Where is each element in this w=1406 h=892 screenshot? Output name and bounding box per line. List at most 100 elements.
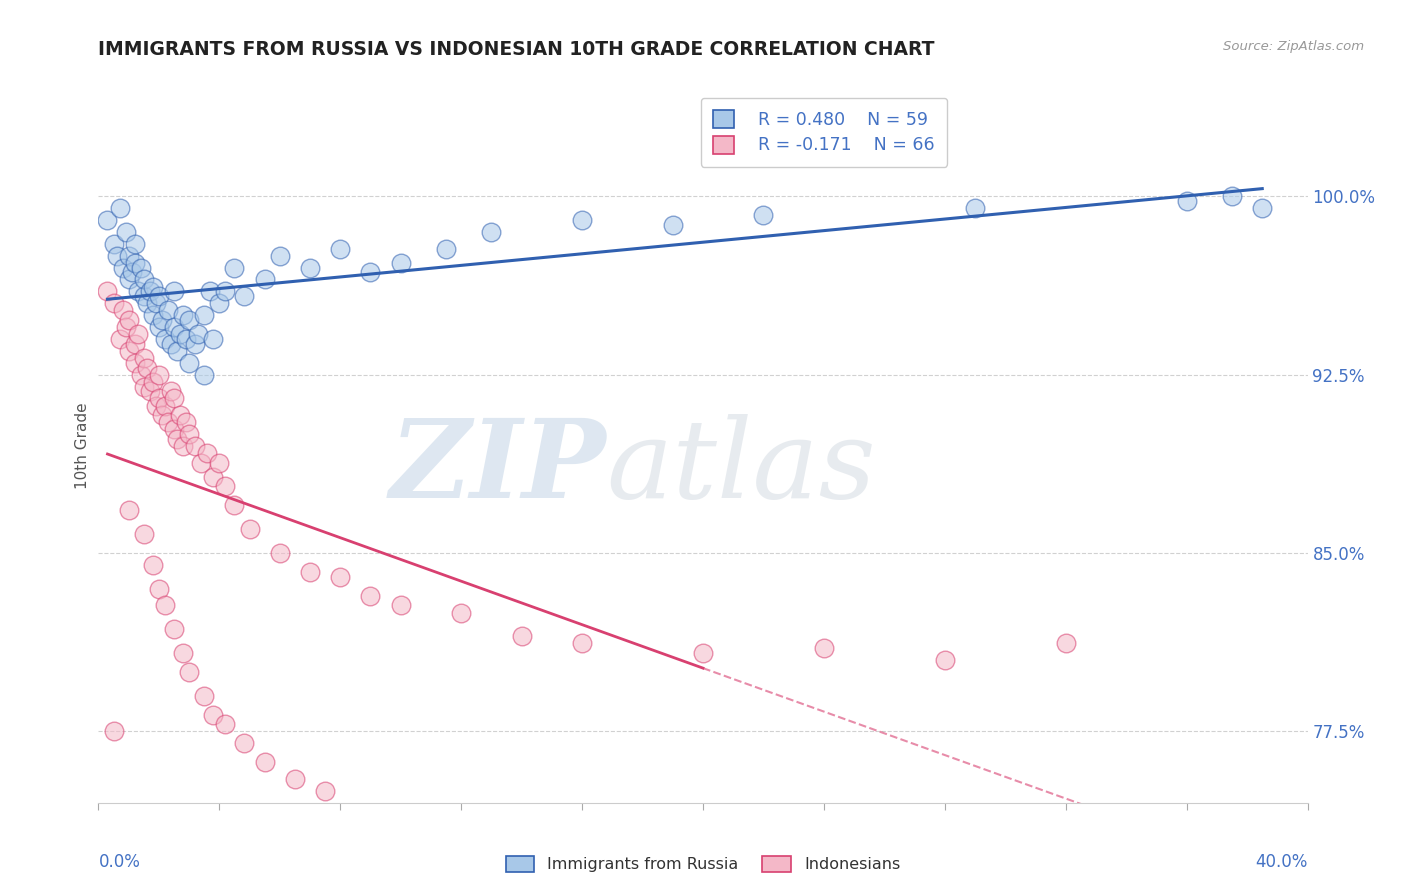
Point [156,415,179,429]
Point [114,225,136,239]
Point [153,599,176,613]
Point [193,308,215,322]
Point [163,422,186,436]
Point [148,289,170,303]
Point [163,285,186,299]
Text: atlas: atlas [606,414,876,521]
Point [965,201,987,215]
Y-axis label: 10th Grade: 10th Grade [75,402,90,490]
Point [118,249,141,263]
Point [172,646,194,660]
Point [156,303,179,318]
Point [129,368,152,382]
Point [571,636,593,650]
Point [108,201,131,215]
Point [132,289,155,303]
Point [269,249,291,263]
Point [148,582,170,596]
Point [752,208,775,222]
Point [121,265,143,279]
Point [114,320,136,334]
Point [193,689,215,703]
Point [360,265,382,279]
Point [111,303,134,318]
Point [166,432,188,446]
Point [139,384,162,399]
Point [174,415,197,429]
Legend: Immigrants from Russia, Indonesians: Immigrants from Russia, Indonesians [498,848,908,880]
Point [389,599,412,613]
Point [299,565,322,579]
Point [1175,194,1198,208]
Point [510,629,533,643]
Text: 0.0%: 0.0% [98,853,141,871]
Point [692,646,714,660]
Point [284,772,307,786]
Point [148,392,170,406]
Point [142,279,165,293]
Point [129,260,152,275]
Point [208,296,231,310]
Point [200,285,222,299]
Point [169,408,191,422]
Point [148,368,170,382]
Point [142,375,165,389]
Point [135,360,157,375]
Point [111,260,134,275]
Point [450,606,472,620]
Point [202,332,225,346]
Point [1251,201,1274,215]
Point [139,285,162,299]
Point [202,470,225,484]
Point [124,336,146,351]
Point [124,256,146,270]
Point [163,622,186,636]
Point [118,503,141,517]
Point [177,313,201,327]
Point [124,356,146,370]
Point [360,589,382,603]
Point [184,439,207,453]
Point [314,784,336,798]
Point [224,260,246,275]
Point [813,641,835,656]
Point [127,327,149,342]
Point [160,336,183,351]
Point [329,242,352,256]
Point [118,272,141,286]
Point [187,327,209,342]
Point [177,356,201,370]
Point [934,653,956,667]
Point [166,343,188,358]
Point [148,320,170,334]
Point [172,308,194,322]
Point [127,285,149,299]
Point [103,236,125,251]
Point [389,256,412,270]
Point [177,665,201,679]
Point [269,546,291,560]
Point [1054,636,1077,650]
Text: ZIP: ZIP [389,414,606,521]
Point [224,499,246,513]
Point [253,756,276,770]
Point [329,570,352,584]
Point [96,213,118,227]
Point [253,272,276,286]
Point [132,351,155,365]
Point [103,296,125,310]
Point [105,249,128,263]
Point [239,522,262,536]
Point [150,313,173,327]
Text: IMMIGRANTS FROM RUSSIA VS INDONESIAN 10TH GRADE CORRELATION CHART: IMMIGRANTS FROM RUSSIA VS INDONESIAN 10T… [98,40,935,59]
Point [184,336,207,351]
Point [195,446,218,460]
Point [108,332,131,346]
Point [1220,189,1243,203]
Point [190,456,212,470]
Point [163,392,186,406]
Point [153,332,176,346]
Point [661,218,683,232]
Point [145,399,167,413]
Point [232,736,254,750]
